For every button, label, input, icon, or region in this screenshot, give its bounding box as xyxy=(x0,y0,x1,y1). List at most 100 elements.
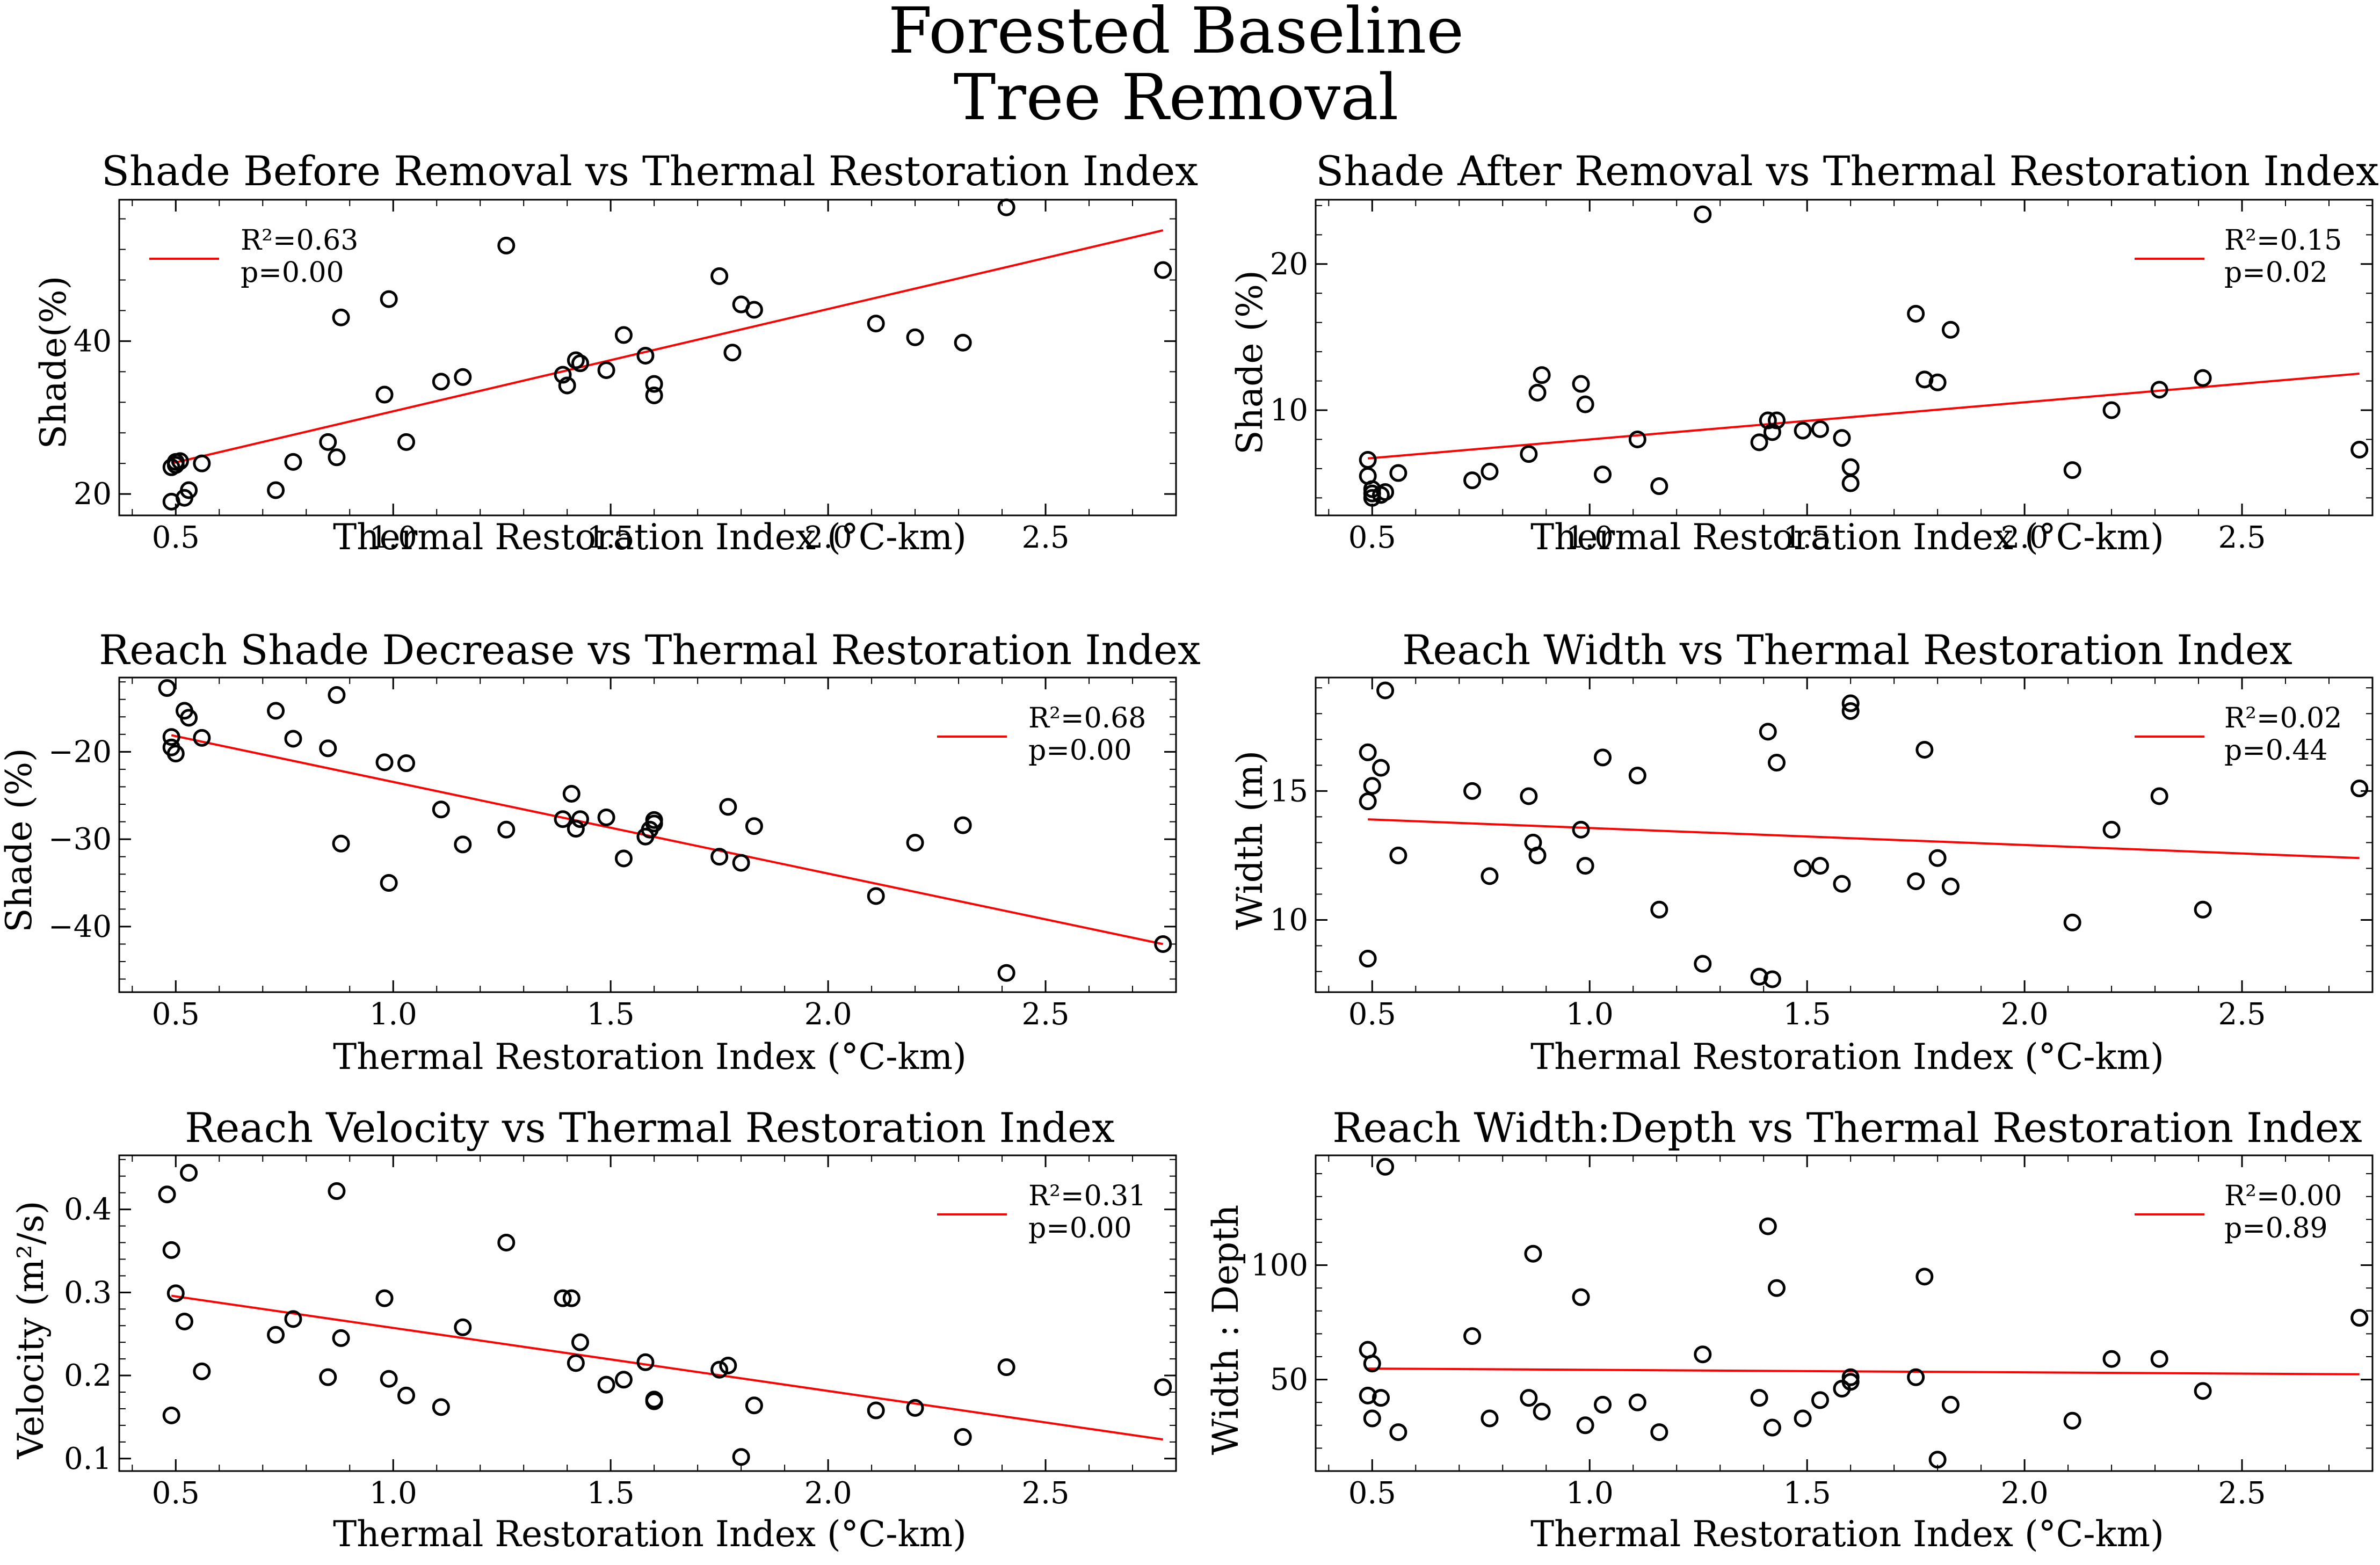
panel-title: Reach Width vs Thermal Restoration Index xyxy=(1402,626,2292,674)
data-point xyxy=(636,346,655,365)
data-point xyxy=(710,1360,729,1379)
data-point xyxy=(954,1428,972,1446)
x-tick-label: 2.5 xyxy=(2218,1476,2266,1511)
x-axis-label: Thermal Restoration Index (°C-km) xyxy=(1530,516,2164,558)
data-point xyxy=(1376,1158,1395,1176)
suptitle-line-2: Tree Removal xyxy=(954,60,1399,134)
data-point xyxy=(554,1289,572,1307)
data-point xyxy=(1154,935,1172,953)
data-point xyxy=(1528,846,1547,864)
data-point xyxy=(1841,694,1860,712)
data-point xyxy=(497,236,516,254)
x-tick-label: 1.5 xyxy=(587,520,635,555)
x-tick-label: 1.0 xyxy=(1566,1476,1614,1511)
data-point xyxy=(1833,875,1851,893)
y-axis-label: Shade (%) xyxy=(1229,270,1271,455)
data-point xyxy=(1650,477,1668,496)
data-point xyxy=(1767,411,1786,430)
data-point xyxy=(454,1318,472,1336)
plot-frame xyxy=(118,676,1177,993)
data-point xyxy=(1763,970,1781,988)
data-point xyxy=(562,1289,581,1307)
data-point xyxy=(1463,1327,1482,1345)
x-tick-label: 2.0 xyxy=(804,997,852,1032)
panel-title: Reach Shade Decrease vs Thermal Restorat… xyxy=(99,626,1201,674)
y-tick-label: 15 xyxy=(1270,774,1308,809)
data-point xyxy=(597,808,615,826)
data-point xyxy=(1694,955,1712,973)
y-tick-label: 100 xyxy=(1251,1248,1308,1283)
data-point xyxy=(719,798,737,816)
data-point xyxy=(1576,857,1594,875)
data-point xyxy=(954,333,972,352)
panel-reach-velocity: Reach Velocity vs Thermal Restoration In… xyxy=(10,1104,1177,1555)
data-point xyxy=(645,386,663,404)
y-tick-label: 10 xyxy=(1270,903,1308,938)
data-point xyxy=(1533,1402,1551,1421)
data-point xyxy=(284,1310,302,1328)
data-point xyxy=(645,375,663,393)
data-point xyxy=(397,433,416,451)
data-point xyxy=(328,448,346,467)
data-point xyxy=(1750,967,1768,986)
data-point xyxy=(1463,782,1482,800)
data-point xyxy=(2350,441,2369,458)
x-tick-label: 0.5 xyxy=(152,1476,200,1511)
data-point xyxy=(867,1401,885,1420)
legend-r2: R²=0.02 xyxy=(2224,702,2342,734)
x-tick-label: 1.0 xyxy=(369,520,417,555)
panel-title: Reach Velocity vs Thermal Restoration In… xyxy=(185,1104,1115,1152)
data-point xyxy=(1628,430,1646,448)
x-tick-label: 1.0 xyxy=(369,997,417,1032)
data-point xyxy=(745,817,763,835)
data-point xyxy=(614,849,633,868)
data-point xyxy=(162,1406,180,1424)
data-point xyxy=(562,784,581,803)
data-point xyxy=(567,820,585,838)
data-point xyxy=(380,290,398,308)
data-point xyxy=(1794,421,1812,440)
plot-frame xyxy=(1315,199,2374,516)
data-point xyxy=(1928,373,1947,391)
data-point xyxy=(1928,849,1947,867)
y-tick-label: 10 xyxy=(1270,393,1308,428)
y-axis-label: Shade (%) xyxy=(0,748,40,933)
regression-line xyxy=(171,734,1164,945)
data-point xyxy=(2194,369,2212,387)
data-point xyxy=(645,814,663,833)
data-point xyxy=(1915,1268,1934,1286)
data-point xyxy=(180,709,198,727)
panel-width-depth: Reach Width:Depth vs Thermal Restoration… xyxy=(1205,1104,2374,1555)
data-point xyxy=(2194,900,2212,919)
data-point xyxy=(1750,1389,1768,1407)
data-point xyxy=(1811,857,1829,875)
data-point xyxy=(375,753,394,771)
data-point xyxy=(1389,846,1407,864)
y-tick-label: 40 xyxy=(74,324,112,359)
y-tick-label: 20 xyxy=(74,477,112,512)
data-point xyxy=(328,686,346,704)
x-tick-label: 2.0 xyxy=(804,1476,852,1511)
data-point xyxy=(1941,321,1960,339)
y-axis-label: Velocity (m²/s) xyxy=(10,1200,52,1459)
data-point xyxy=(2063,1411,2081,1430)
x-tick-label: 1.5 xyxy=(1783,997,1831,1032)
data-point xyxy=(332,1329,350,1347)
x-tick-label: 2.0 xyxy=(804,520,852,555)
x-tick-label: 0.5 xyxy=(1348,1476,1396,1511)
data-point xyxy=(380,1370,398,1388)
data-point xyxy=(2194,1382,2212,1400)
data-point xyxy=(1359,1386,1377,1404)
data-point xyxy=(1594,465,1612,484)
data-point xyxy=(597,361,615,379)
legend-p: p=0.89 xyxy=(2224,1212,2328,1244)
data-point xyxy=(1481,462,1499,481)
data-point xyxy=(1767,1279,1786,1297)
legend-r2: R²=0.15 xyxy=(2224,224,2342,257)
data-point xyxy=(166,1284,185,1302)
data-point xyxy=(997,964,1015,982)
data-point xyxy=(2102,401,2121,419)
x-axis-label: Thermal Restoration Index (°C-km) xyxy=(333,1513,967,1555)
x-tick-label: 2.5 xyxy=(2218,997,2266,1032)
data-point xyxy=(1154,1378,1172,1396)
